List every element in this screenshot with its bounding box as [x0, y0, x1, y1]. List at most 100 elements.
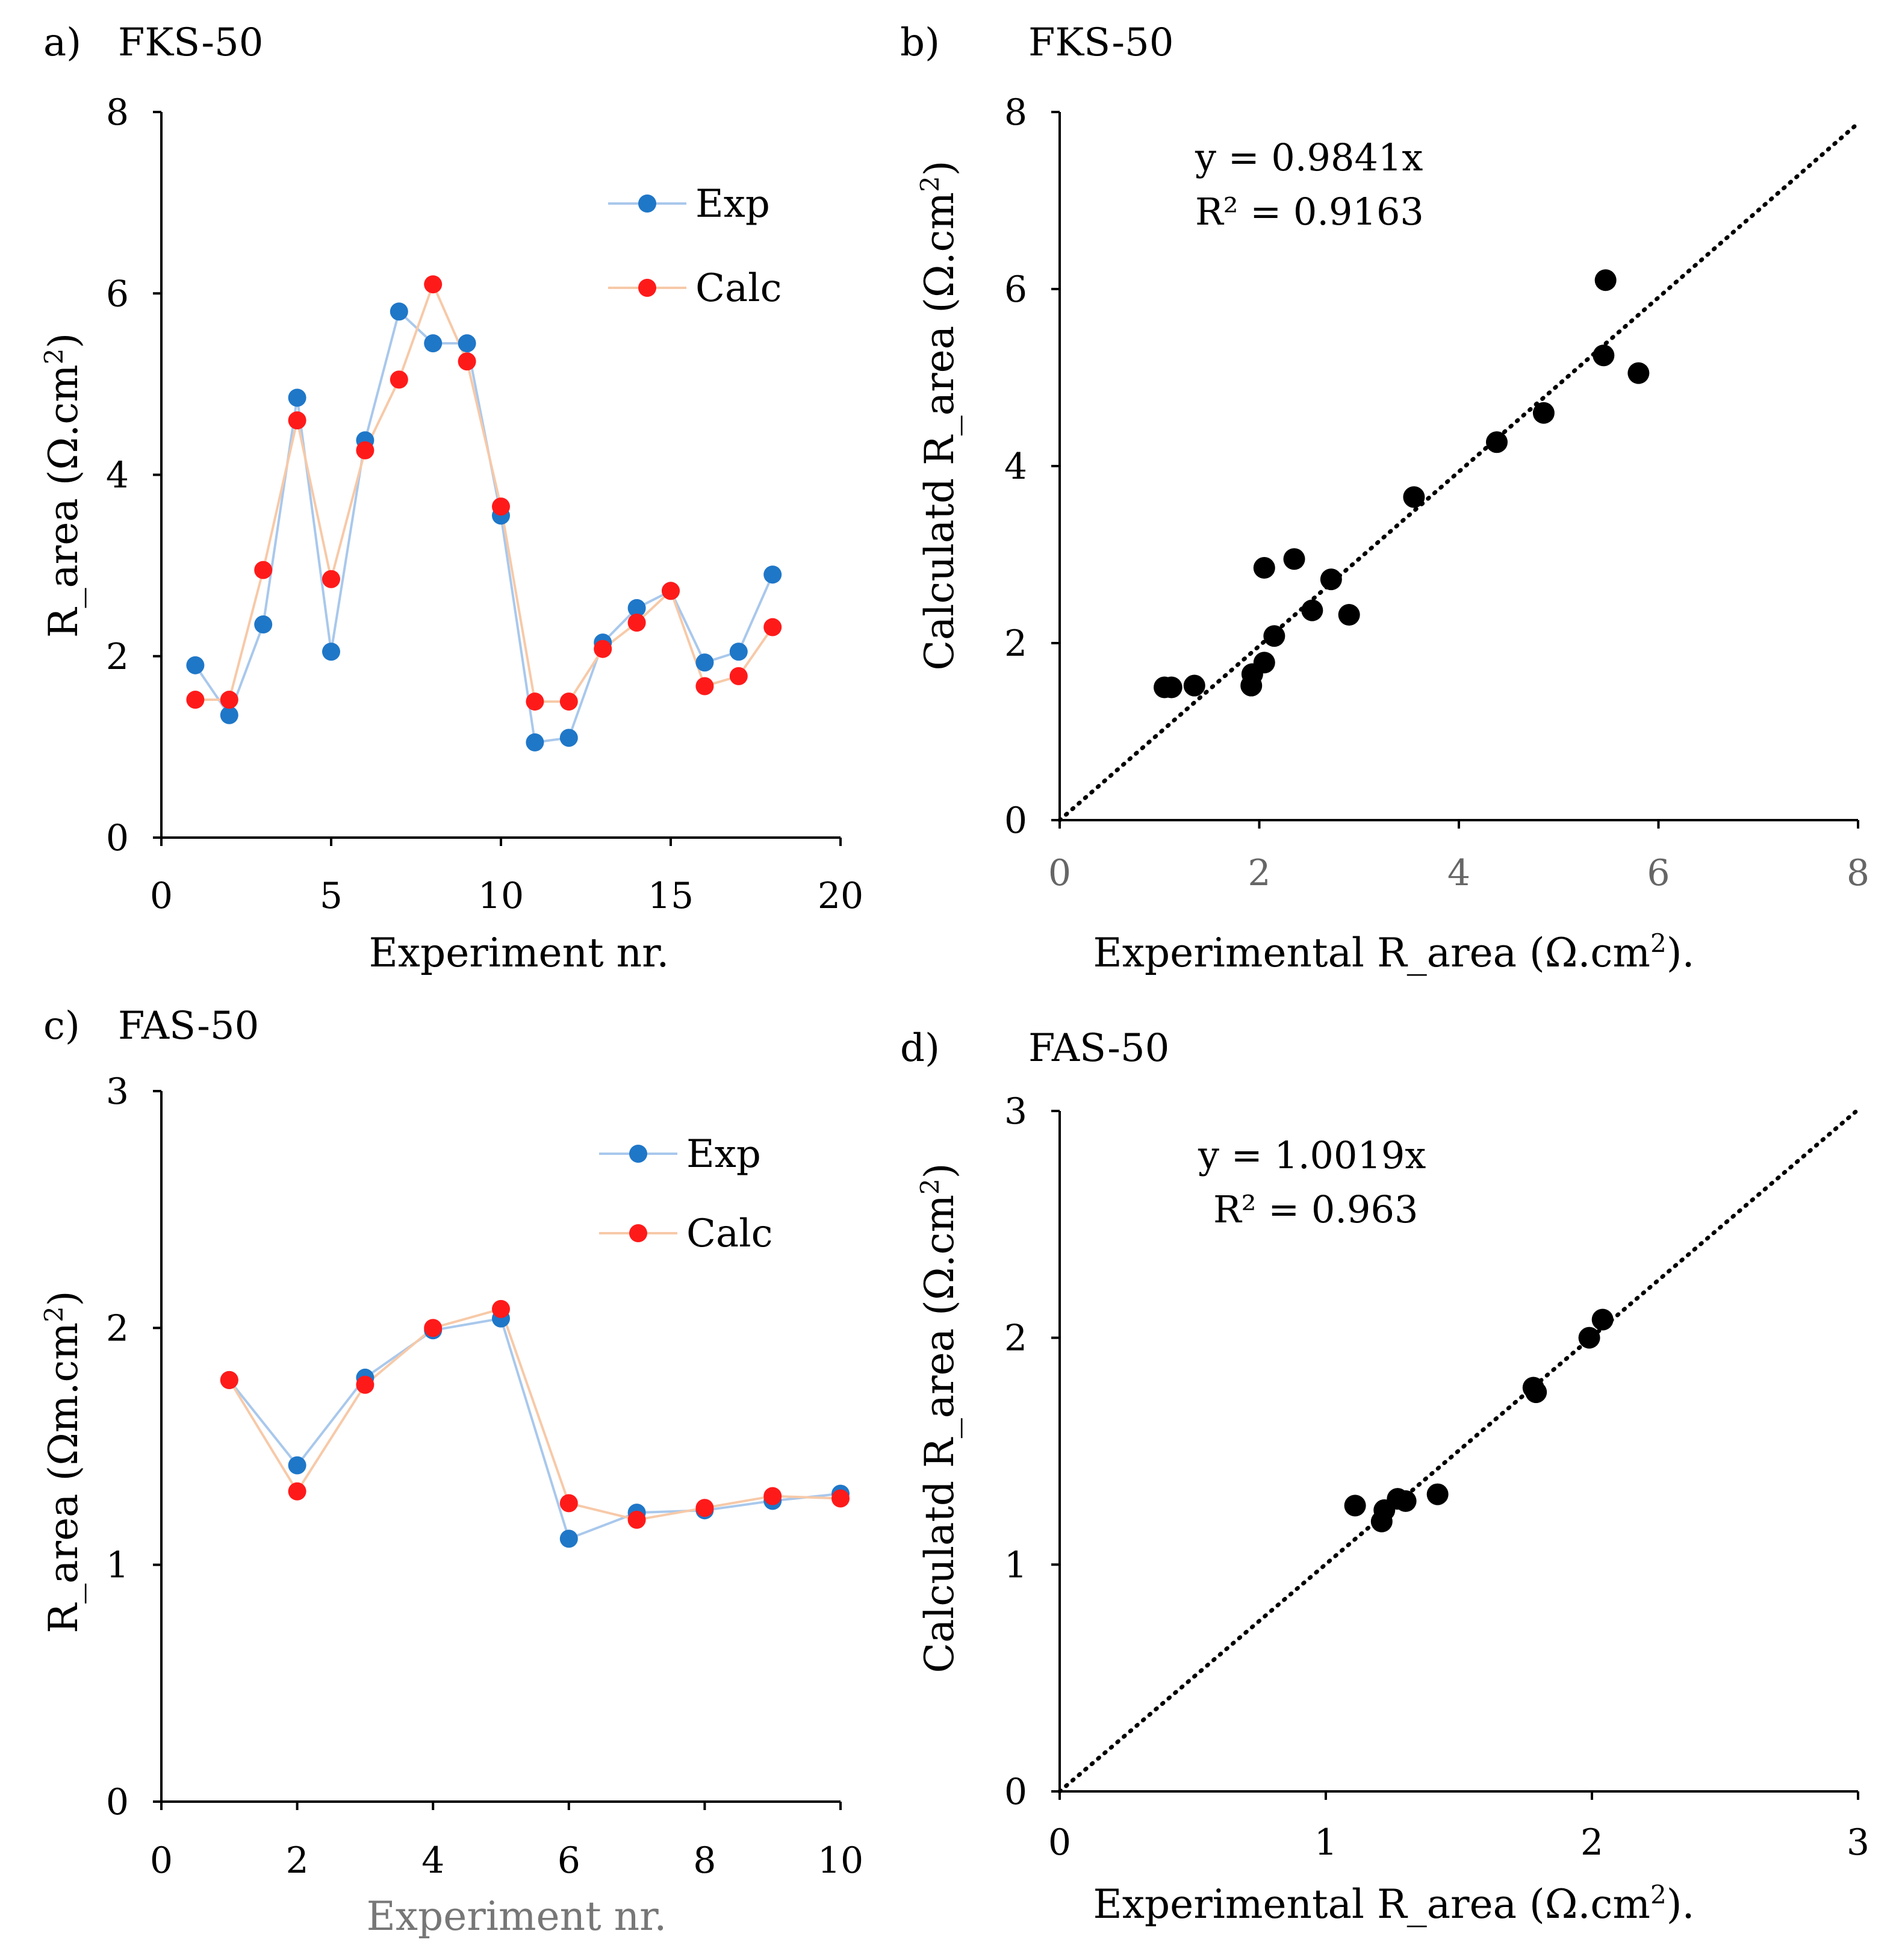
panel-d-title: FAS-50: [1028, 1026, 1169, 1071]
legend-calc-label: Calc: [695, 266, 782, 311]
series-exp-point: [288, 388, 306, 407]
scatter-point: [1532, 402, 1555, 424]
scatter-point: [1320, 568, 1342, 591]
series-calc-point: [356, 441, 375, 459]
y-tick-label: 0: [106, 817, 129, 859]
y-tick-label: 3: [106, 1071, 129, 1113]
legend-exp-label: Exp: [695, 182, 770, 226]
scatter-point: [1485, 431, 1508, 453]
series-calc-point: [763, 1487, 782, 1505]
panel-c-y-axis-title: R_area (Ωm.cm2): [39, 1290, 87, 1633]
series-exp-point: [288, 1456, 306, 1475]
panel-d-equation: y = 1.0019x: [1198, 1133, 1426, 1177]
panel-c: c) FAS-50 0 1 2 3 0 2 4 6 8 10 Experiment nr. R_a…: [39, 1004, 863, 1940]
series-calc-point: [627, 1510, 646, 1529]
series-calc-point: [831, 1489, 850, 1508]
series-calc-point: [729, 667, 748, 685]
series-calc-point: [424, 275, 443, 294]
x-tick-label: 5: [320, 875, 343, 917]
scatter-point: [1283, 548, 1305, 570]
panel-a-label: a): [43, 20, 81, 65]
scatter-point: [1426, 1483, 1449, 1505]
series-exp-point: [186, 656, 205, 674]
x-tick-label: 0: [150, 875, 173, 917]
trendline: [1057, 1107, 1860, 1794]
y-tick-label: 2: [106, 1307, 129, 1349]
legend-calc-label: Calc: [686, 1212, 772, 1256]
panel-c-title: FAS-50: [118, 1004, 259, 1048]
y-tick-label: 2: [1004, 1318, 1027, 1360]
panel-d: d) FAS-50 0 1 2 3 0 1 2 3 y = 1.0019x R² = 0.96…: [900, 1026, 1869, 1927]
scatter-point: [1394, 1490, 1417, 1512]
x-tick-label: 2: [1580, 1822, 1603, 1864]
scatter-point: [1403, 486, 1425, 508]
series-exp-line: [194, 309, 774, 744]
series-exp-point: [763, 565, 782, 584]
series-exp-point: [695, 653, 714, 672]
y-tick-label: 8: [1004, 92, 1027, 134]
panel-c-legend: Exp Calc: [599, 1132, 772, 1256]
series-calc-point: [220, 691, 238, 709]
x-tick-label: 10: [478, 875, 524, 917]
x-tick-label: 2: [286, 1840, 309, 1882]
series-calc-point: [627, 614, 646, 632]
y-tick-label: 0: [106, 1781, 129, 1823]
series-exp-point: [220, 706, 238, 724]
series-calc-point: [288, 411, 306, 430]
trendline: [1057, 121, 1860, 823]
y-tick-label: 2: [106, 636, 129, 678]
y-tick-label: 6: [106, 273, 129, 315]
y-tick-label: 0: [1004, 1771, 1027, 1813]
scatter-point: [1627, 362, 1650, 384]
scatter-point: [1593, 344, 1615, 367]
scatter-point: [1338, 603, 1360, 626]
series-calc-line: [195, 281, 774, 703]
series-exp-point: [390, 302, 408, 321]
scatter-point: [1160, 676, 1183, 698]
scatter-point: [1301, 599, 1323, 621]
x-tick-label: 2: [1248, 852, 1270, 894]
x-tick-label: 8: [1847, 852, 1869, 894]
panel-d-y-axis-title: Calculatd R_area (Ω.cm2): [915, 1163, 963, 1673]
panel-a-x-axis-title: Experiment nr.: [369, 930, 670, 976]
legend-exp-label: Exp: [686, 1132, 761, 1177]
series-calc-point: [492, 1299, 510, 1318]
series-exp-point: [322, 642, 340, 661]
panel-c-x-axis-title: Experiment nr.: [367, 1893, 667, 1940]
x-tick-label: 15: [648, 875, 694, 917]
y-tick-label: 1: [1004, 1544, 1027, 1586]
y-tick-label: 0: [1004, 800, 1027, 842]
series-calc-point: [254, 561, 273, 579]
x-tick-label: 6: [558, 1840, 580, 1882]
series-exp-point: [627, 599, 646, 617]
legend-exp-marker: [629, 1145, 647, 1163]
panel-a-legend: Exp Calc: [608, 182, 782, 311]
series-exp-point: [559, 729, 578, 747]
panel-d-plot: 0 1 2 3 0 1 2 3: [1004, 1090, 1869, 1864]
series-calc-point: [763, 618, 782, 636]
x-tick-label: 0: [1048, 1822, 1071, 1864]
panel-a-plot: 0 2 4 6 8 0 5 10 15 20: [106, 92, 863, 917]
series-calc-point: [220, 1370, 238, 1389]
series-calc-point: [594, 639, 612, 658]
panel-b-title: FKS-50: [1028, 20, 1173, 65]
legend-exp-marker: [638, 194, 656, 213]
series-calc-point: [288, 1482, 306, 1501]
panel-d-x-axis-title: Experimental R_area (Ω.cm2).: [1093, 1880, 1695, 1927]
series-calc-point: [356, 1375, 375, 1394]
x-tick-label: 0: [150, 1840, 173, 1882]
x-tick-label: 0: [1048, 852, 1071, 894]
series-calc-point: [695, 1499, 714, 1517]
x-tick-label: 20: [818, 875, 863, 917]
series-calc-point: [526, 692, 544, 711]
panel-a-title: FKS-50: [118, 20, 263, 65]
panel-b-r2: R² = 0.9163: [1195, 190, 1424, 234]
panel-c-label: c): [43, 1004, 80, 1048]
scatter-point: [1263, 625, 1285, 647]
x-tick-label: 10: [818, 1840, 863, 1882]
series-calc-point: [559, 1494, 578, 1513]
y-tick-label: 8: [106, 92, 129, 134]
panel-d-label: d): [900, 1026, 940, 1071]
series-calc-point: [559, 692, 578, 711]
x-tick-label: 1: [1314, 1822, 1337, 1864]
